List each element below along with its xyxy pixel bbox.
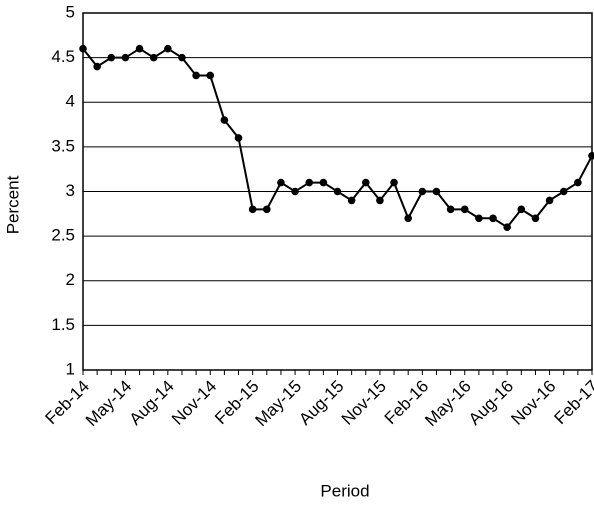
point — [545, 196, 554, 205]
y-tick-label: 2.5 — [51, 226, 75, 245]
point — [305, 178, 314, 187]
point — [432, 187, 441, 196]
point — [192, 71, 200, 80]
point — [333, 187, 342, 196]
point — [446, 205, 455, 214]
point — [277, 178, 285, 187]
y-tick-label: 4 — [66, 92, 75, 111]
point — [361, 178, 370, 187]
x-tick-label: Nov-14 — [168, 377, 220, 429]
y-axis-title: Percent — [3, 175, 22, 234]
y-tick-label: 3.5 — [51, 136, 75, 155]
x-tick-label: May-15 — [252, 377, 306, 431]
point — [220, 116, 229, 124]
y-tick-label: 4.5 — [51, 47, 75, 66]
point — [149, 53, 158, 62]
y-tick-label: 3 — [66, 181, 75, 200]
point — [390, 178, 398, 187]
point — [559, 187, 568, 196]
x-tick-label: Aug-14 — [126, 377, 178, 429]
point — [574, 178, 582, 187]
x-tick-label: Nov-16 — [507, 377, 559, 429]
point — [460, 205, 469, 214]
point — [79, 44, 87, 53]
y-tick-label: 5 — [66, 2, 75, 21]
point — [206, 71, 215, 80]
point — [93, 62, 101, 71]
point — [531, 214, 540, 223]
x-tick-label: Aug-16 — [465, 377, 517, 429]
y-tick-label: 1.5 — [51, 315, 75, 334]
point — [135, 44, 144, 53]
point — [248, 205, 257, 214]
x-tick-label: Aug-15 — [295, 377, 347, 429]
point — [404, 214, 412, 223]
point — [517, 205, 526, 214]
point — [489, 214, 497, 223]
x-tick-label: Nov-15 — [338, 377, 390, 429]
point — [164, 44, 172, 53]
point — [588, 152, 594, 160]
x-tick-label: May-14 — [82, 377, 136, 431]
line — [82, 47, 593, 229]
x-tick-label: Feb-17 — [550, 377, 594, 429]
point — [291, 187, 299, 196]
point — [107, 53, 116, 62]
point — [503, 223, 511, 231]
point — [376, 196, 384, 205]
point — [263, 205, 271, 214]
x-tick-label: May-16 — [421, 377, 475, 431]
point — [234, 134, 243, 142]
point — [178, 53, 186, 62]
x-axis-title: Period — [320, 481, 369, 500]
y-tick-label: 2 — [66, 270, 75, 289]
point — [319, 178, 328, 187]
point — [347, 196, 356, 205]
point — [475, 214, 483, 223]
point — [418, 187, 427, 196]
y-tick-label: 1 — [66, 359, 75, 378]
point — [121, 53, 130, 62]
